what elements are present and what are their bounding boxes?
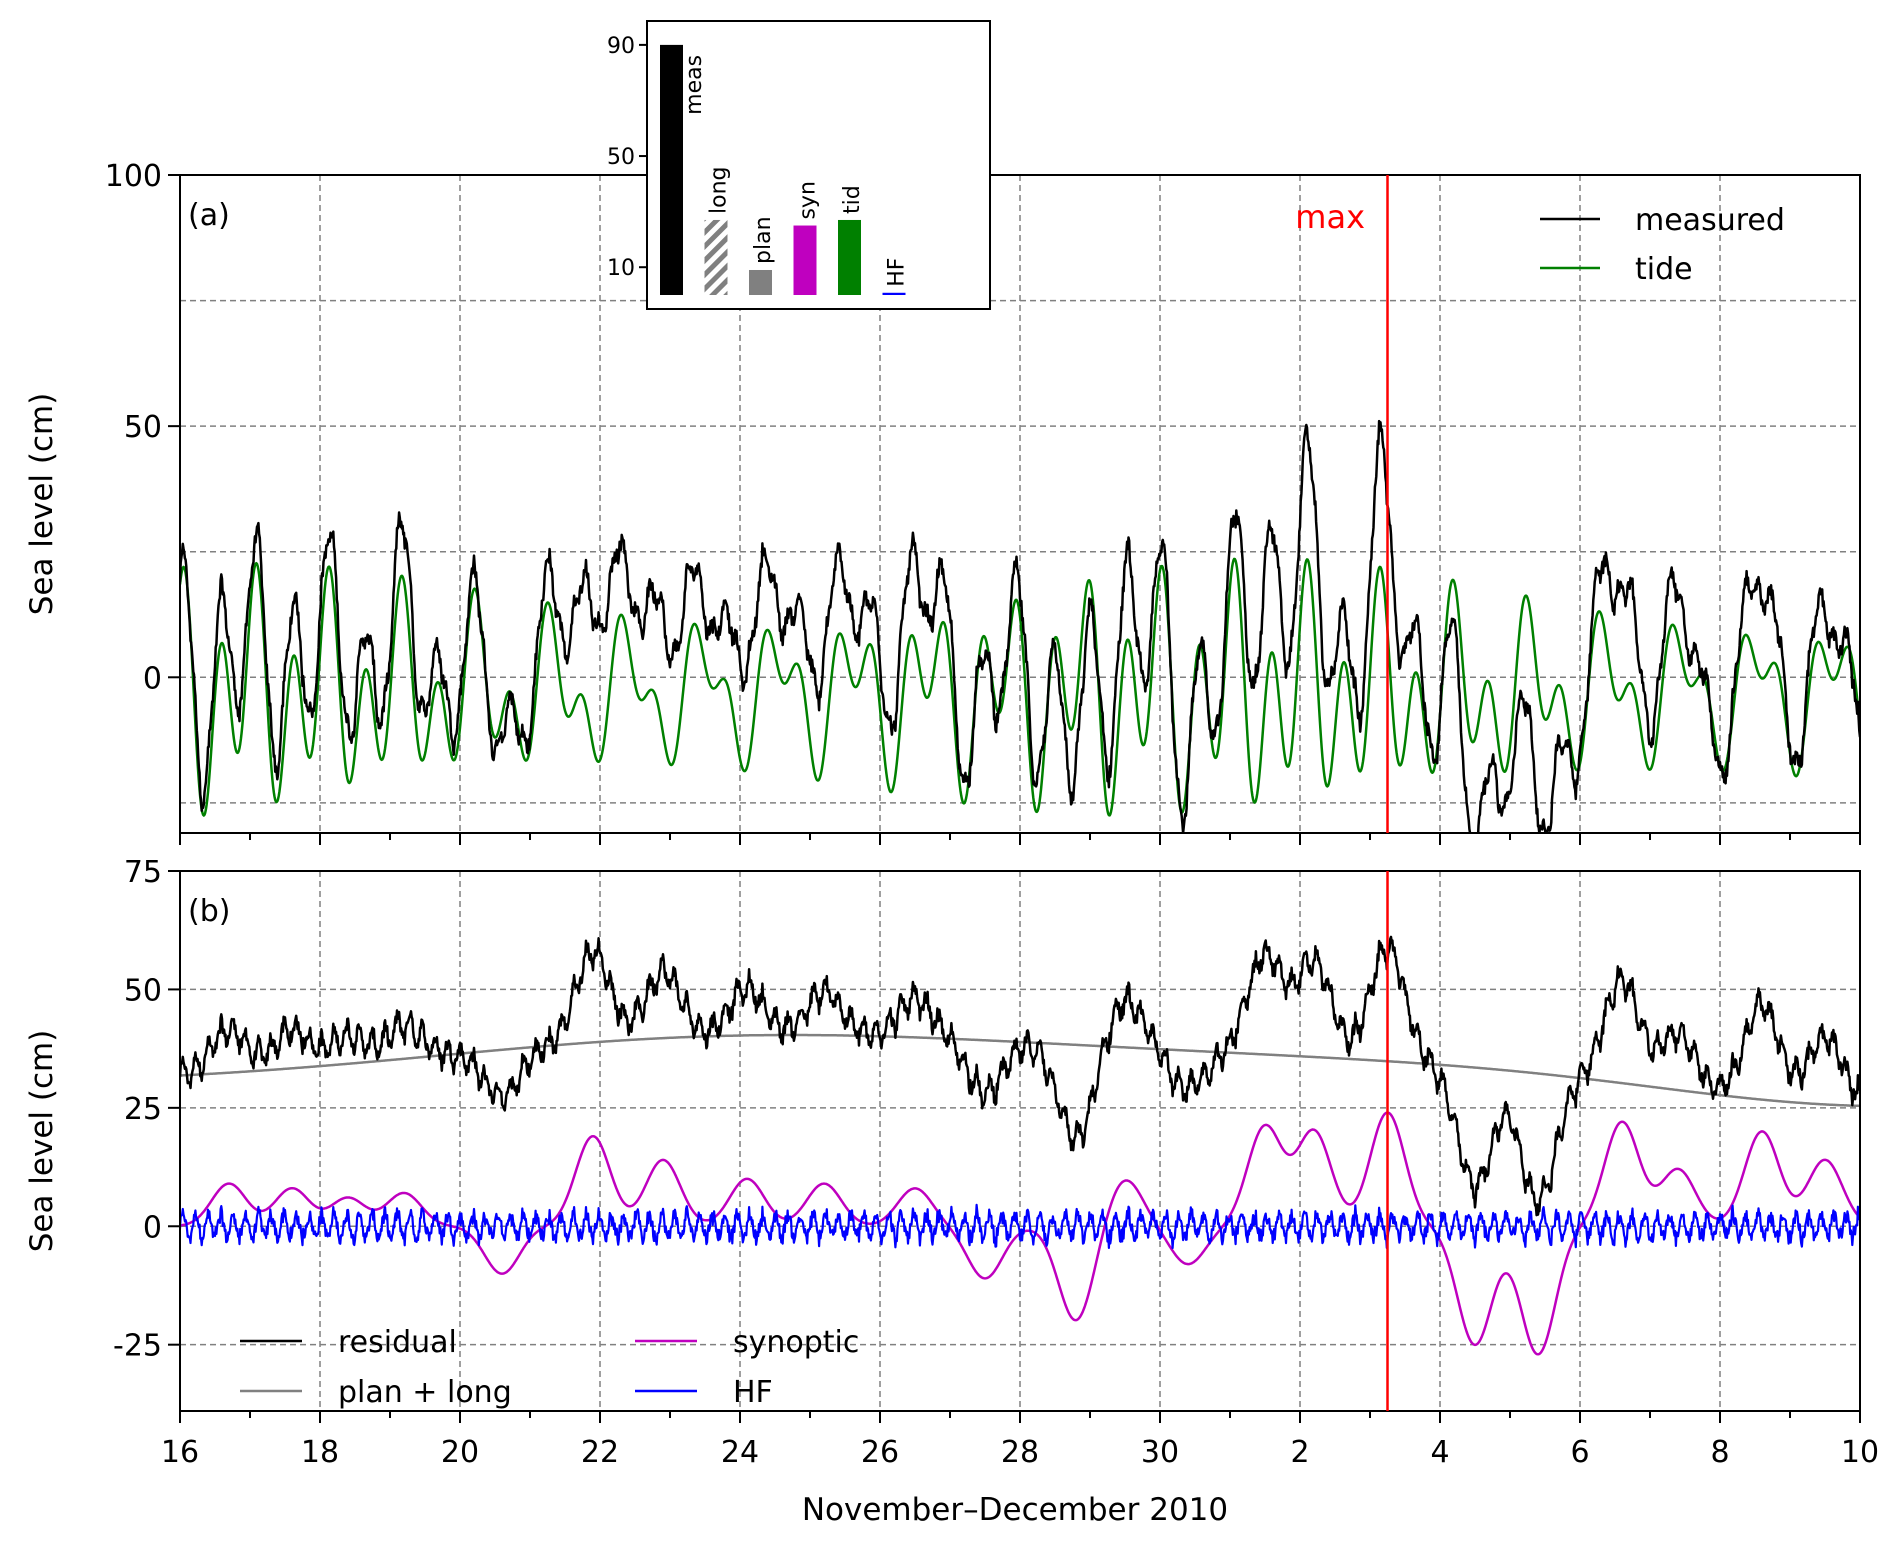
hf-line xyxy=(180,1203,1860,1250)
legend-synoptic-label: synoptic xyxy=(733,1325,859,1360)
inset-bar-label-tid: tid xyxy=(840,185,865,214)
inset-bar-label-syn: syn xyxy=(796,181,821,219)
y-tick-label-b: -25 xyxy=(113,1329,162,1364)
inset-bar-label-HF: HF xyxy=(885,258,910,287)
x-tick-label: 10 xyxy=(1841,1435,1879,1470)
y-tick-label-b: 25 xyxy=(124,1092,162,1127)
legend-b: residual plan + long synoptic HF xyxy=(240,1325,859,1410)
panel-b-label: (b) xyxy=(188,894,230,929)
inset-y-tick-label: 50 xyxy=(607,145,635,170)
x-tick-label: 30 xyxy=(1141,1435,1179,1470)
x-tick-label: 4 xyxy=(1430,1435,1449,1470)
inset-bar-tid xyxy=(838,219,861,295)
series-a xyxy=(180,419,1860,833)
x-tick-label: 22 xyxy=(581,1435,619,1470)
x-tick-label: 16 xyxy=(161,1435,199,1470)
y-tick-label-b: 50 xyxy=(124,973,162,1008)
legend-a: measured tide xyxy=(1540,203,1785,287)
x-tick-label: 2 xyxy=(1290,1435,1309,1470)
legend-tide-label: tide xyxy=(1635,252,1693,287)
panel-a-ylabel: Sea level (cm) xyxy=(24,393,60,616)
panel-b-ylabel: Sea level (cm) xyxy=(24,1030,60,1253)
inset-bar-plan xyxy=(749,269,772,295)
x-tick-label: 8 xyxy=(1710,1435,1729,1470)
inset-bar-label-plan: plan xyxy=(751,216,776,264)
y-tick-label-b: 75 xyxy=(124,855,162,890)
grid-b xyxy=(180,871,1860,1411)
y-tick-label-a: 50 xyxy=(124,410,162,445)
legend-planlong-label: plan + long xyxy=(338,1375,512,1410)
inset-bar-label-meas: meas xyxy=(682,55,707,115)
legend-hf-label: HF xyxy=(733,1375,773,1410)
x-axis-label: November–December 2010 xyxy=(802,1492,1228,1528)
x-tick-label: 18 xyxy=(301,1435,339,1470)
inset-bar-HF xyxy=(882,292,906,295)
max-label: max xyxy=(1295,198,1365,236)
x-tick-label: 20 xyxy=(441,1435,479,1470)
ticks-a: 0 50 100 xyxy=(105,159,1861,845)
y-tick-label-b: 0 xyxy=(143,1210,162,1245)
panel-a-frame xyxy=(179,174,1861,834)
x-tick-label: 28 xyxy=(1001,1435,1039,1470)
y-tick-label-a: 100 xyxy=(105,159,162,194)
inset-y-tick-label: 10 xyxy=(607,256,635,281)
grid-a xyxy=(180,175,1860,833)
x-tick-label: 6 xyxy=(1570,1435,1589,1470)
residual-line xyxy=(180,935,1860,1217)
measured-line xyxy=(180,419,1860,833)
inset-bar-label-long: long xyxy=(707,166,732,213)
inset-bar-long xyxy=(704,219,728,295)
legend-residual-label: residual xyxy=(338,1325,457,1360)
inset-background xyxy=(647,21,990,309)
inset-bar-meas xyxy=(660,44,683,295)
legend-measured-label: measured xyxy=(1635,203,1785,238)
inset-y-tick-label: 90 xyxy=(607,34,635,59)
series-b xyxy=(180,935,1860,1356)
inset-frame xyxy=(646,20,991,310)
y-tick-label-a: 0 xyxy=(143,661,162,696)
x-tick-label: 24 xyxy=(721,1435,759,1470)
x-tick-label: 26 xyxy=(861,1435,899,1470)
inset-bar-syn xyxy=(793,225,817,295)
panel-a-label: (a) xyxy=(188,198,230,233)
